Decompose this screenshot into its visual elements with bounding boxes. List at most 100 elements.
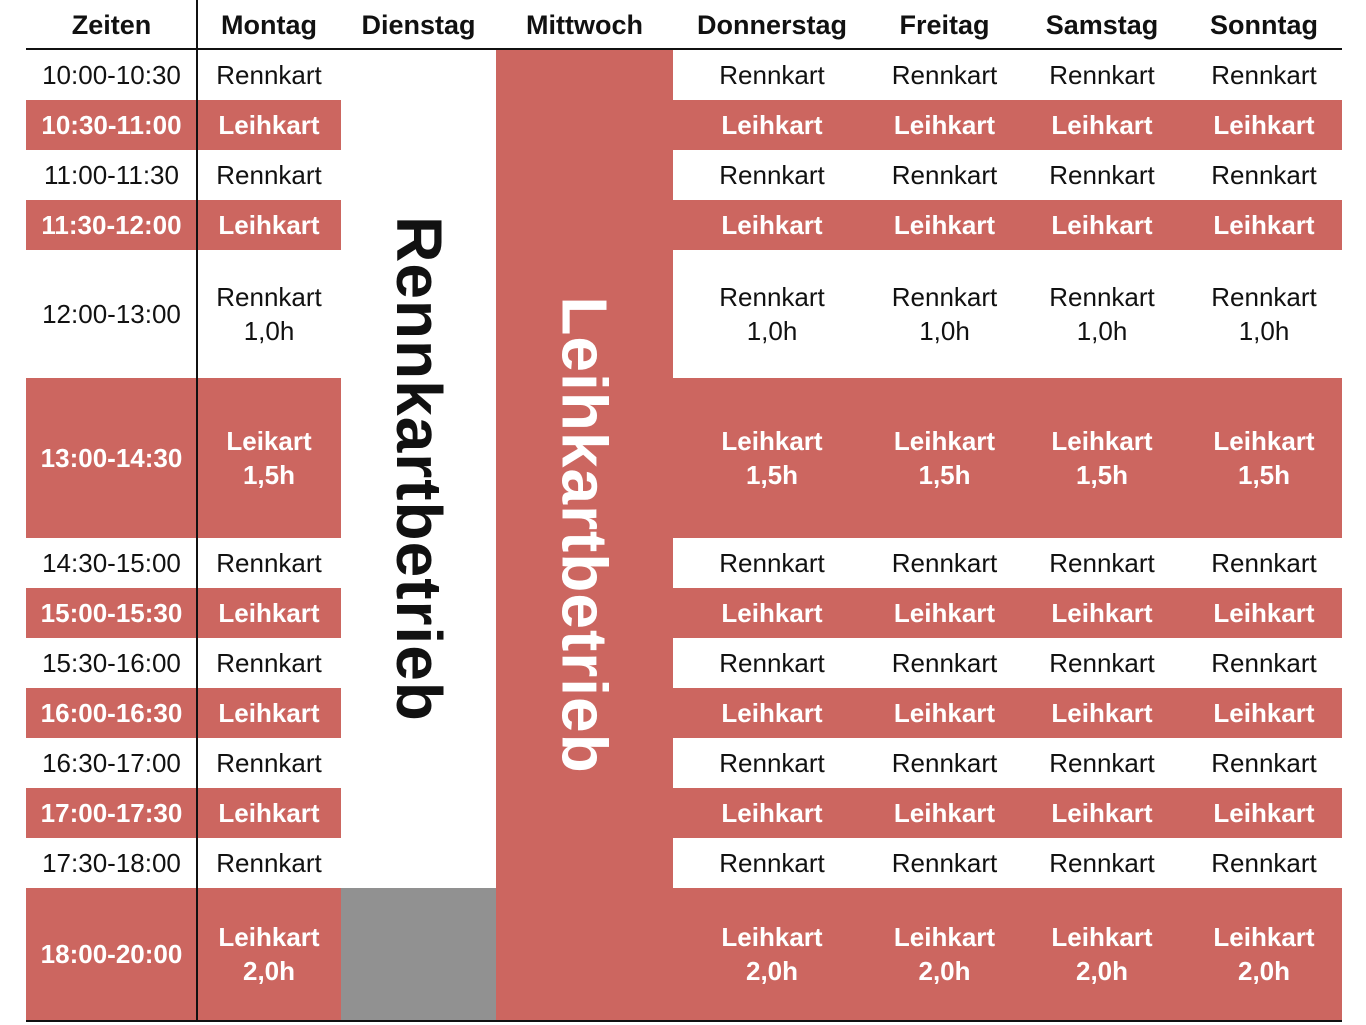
donnerstag-cell: Rennkart 1,0h <box>719 282 825 346</box>
freitag-cell: Rennkart <box>891 648 998 678</box>
header-dienstag: Dienstag <box>361 10 476 40</box>
freitag-cell: Rennkart 1,0h <box>891 282 998 346</box>
donnerstag-cell: Leihkart <box>673 588 871 638</box>
time-cell: 16:00-16:30 <box>26 688 197 738</box>
time-cell: 10:30-11:00 <box>26 100 197 150</box>
sonntag-cell: Leihkart <box>1186 100 1342 150</box>
sonntag-cell: Leihkart <box>1186 688 1342 738</box>
time-cell: 12:00-13:00 <box>42 299 181 329</box>
freitag-cell: Leihkart <box>871 100 1018 150</box>
donnerstag-cell: Rennkart <box>719 748 825 778</box>
montag-cell: Leihkart <box>197 588 341 638</box>
dienstag-label: Rennkartbetrieb <box>382 216 455 722</box>
sonntag-cell: Rennkart <box>1211 548 1317 578</box>
time-cell: 17:30-18:00 <box>42 848 181 878</box>
sonntag-cell: Leihkart 1,5h <box>1186 378 1342 538</box>
donnerstag-cell: Rennkart <box>719 60 825 90</box>
mittwoch-label: Leihkartbetrieb <box>548 296 621 774</box>
sonntag-cell: Leihkart <box>1186 588 1342 638</box>
donnerstag-cell: Leihkart <box>673 788 871 838</box>
montag-cell: Rennkart <box>216 160 322 190</box>
samstag-cell: Leihkart <box>1018 200 1186 250</box>
samstag-cell: Leihkart <box>1018 688 1186 738</box>
freitag-cell: Leihkart <box>871 588 1018 638</box>
freitag-cell: Rennkart <box>891 160 998 190</box>
zeiten-divider <box>196 0 198 1022</box>
donnerstag-cell: Leihkart 1,5h <box>673 378 871 538</box>
header-donnerstag: Donnerstag <box>696 10 848 40</box>
samstag-cell: Leihkart <box>1018 788 1186 838</box>
samstag-cell: Rennkart <box>1049 748 1155 778</box>
time-cell: 15:30-16:00 <box>42 648 181 678</box>
sonntag-cell: Rennkart <box>1211 848 1317 878</box>
freitag-cell: Leihkart <box>871 200 1018 250</box>
montag-cell: Leihkart <box>197 688 341 738</box>
time-cell: 18:00-20:00 <box>26 888 197 1020</box>
time-cell: 17:00-17:30 <box>26 788 197 838</box>
time-cell: 16:30-17:00 <box>42 748 181 778</box>
montag-cell: Rennkart <box>216 548 322 578</box>
sonntag-cell: Rennkart 1,0h <box>1211 282 1317 346</box>
samstag-cell: Leihkart 1,5h <box>1018 378 1186 538</box>
montag-cell: Leihkart <box>197 200 341 250</box>
freitag-cell: Leihkart 2,0h <box>871 888 1018 1020</box>
freitag-cell: Leihkart 1,5h <box>871 378 1018 538</box>
freitag-cell: Rennkart <box>891 748 998 778</box>
samstag-cell: Leihkart <box>1018 100 1186 150</box>
samstag-cell: Rennkart <box>1049 160 1155 190</box>
header-mittwoch: Mittwoch <box>526 10 643 40</box>
montag-cell: Rennkart <box>216 748 322 778</box>
time-cell: 10:00-10:30 <box>42 60 181 90</box>
sonntag-cell: Rennkart <box>1211 748 1317 778</box>
dienstag-closed-block <box>341 888 496 1020</box>
montag-cell: Leihkart <box>197 788 341 838</box>
donnerstag-cell: Leihkart 2,0h <box>673 888 871 1020</box>
freitag-cell: Leihkart <box>871 688 1018 738</box>
samstag-cell: Rennkart <box>1049 548 1155 578</box>
samstag-cell: Leihkart 2,0h <box>1018 888 1186 1020</box>
dienstag-block <box>341 50 496 888</box>
montag-cell: Leihkart <box>197 100 341 150</box>
samstag-cell: Rennkart <box>1049 648 1155 678</box>
donnerstag-cell: Leihkart <box>673 688 871 738</box>
freitag-cell: Rennkart <box>891 548 998 578</box>
samstag-cell: Rennkart <box>1049 60 1155 90</box>
freitag-cell: Rennkart <box>891 60 998 90</box>
samstag-cell: Rennkart 1,0h <box>1049 282 1155 346</box>
mittwoch-block <box>496 50 673 1020</box>
freitag-cell: Rennkart <box>891 848 998 878</box>
montag-cell: Leihkart 2,0h <box>197 888 341 1020</box>
samstag-cell: Leihkart <box>1018 588 1186 638</box>
time-cell: 14:30-15:00 <box>42 548 181 578</box>
header-samstag: Samstag <box>1045 10 1159 40</box>
sonntag-cell: Leihkart <box>1186 788 1342 838</box>
montag-cell: Rennkart <box>216 848 322 878</box>
donnerstag-cell: Rennkart <box>719 648 825 678</box>
header-zeiten: Zeiten <box>71 10 152 40</box>
sonntag-cell: Rennkart <box>1211 648 1317 678</box>
montag-cell: Rennkart <box>216 60 322 90</box>
header-rule <box>26 48 1342 50</box>
montag-cell: Rennkart 1,0h <box>216 282 322 346</box>
header-montag: Montag <box>221 10 317 40</box>
header-freitag: Freitag <box>899 10 990 40</box>
time-cell: 11:30-12:00 <box>26 200 197 250</box>
donnerstag-cell: Rennkart <box>719 548 825 578</box>
montag-cell: Leikart 1,5h <box>197 378 341 538</box>
time-cell: 11:00-11:30 <box>44 160 179 190</box>
samstag-cell: Rennkart <box>1049 848 1155 878</box>
time-cell: 15:00-15:30 <box>26 588 197 638</box>
freitag-cell: Leihkart <box>871 788 1018 838</box>
sonntag-cell: Rennkart <box>1211 160 1317 190</box>
header-sonntag: Sonntag <box>1210 10 1318 40</box>
bottom-rule <box>26 1020 1342 1022</box>
sonntag-cell: Leihkart <box>1186 200 1342 250</box>
montag-cell: Rennkart <box>216 648 322 678</box>
donnerstag-cell: Leihkart <box>673 100 871 150</box>
sonntag-cell: Rennkart <box>1211 60 1317 90</box>
time-cell: 13:00-14:30 <box>26 378 197 538</box>
sonntag-cell: Leihkart 2,0h <box>1186 888 1342 1020</box>
donnerstag-cell: Rennkart <box>719 160 825 190</box>
donnerstag-cell: Rennkart <box>719 848 825 878</box>
